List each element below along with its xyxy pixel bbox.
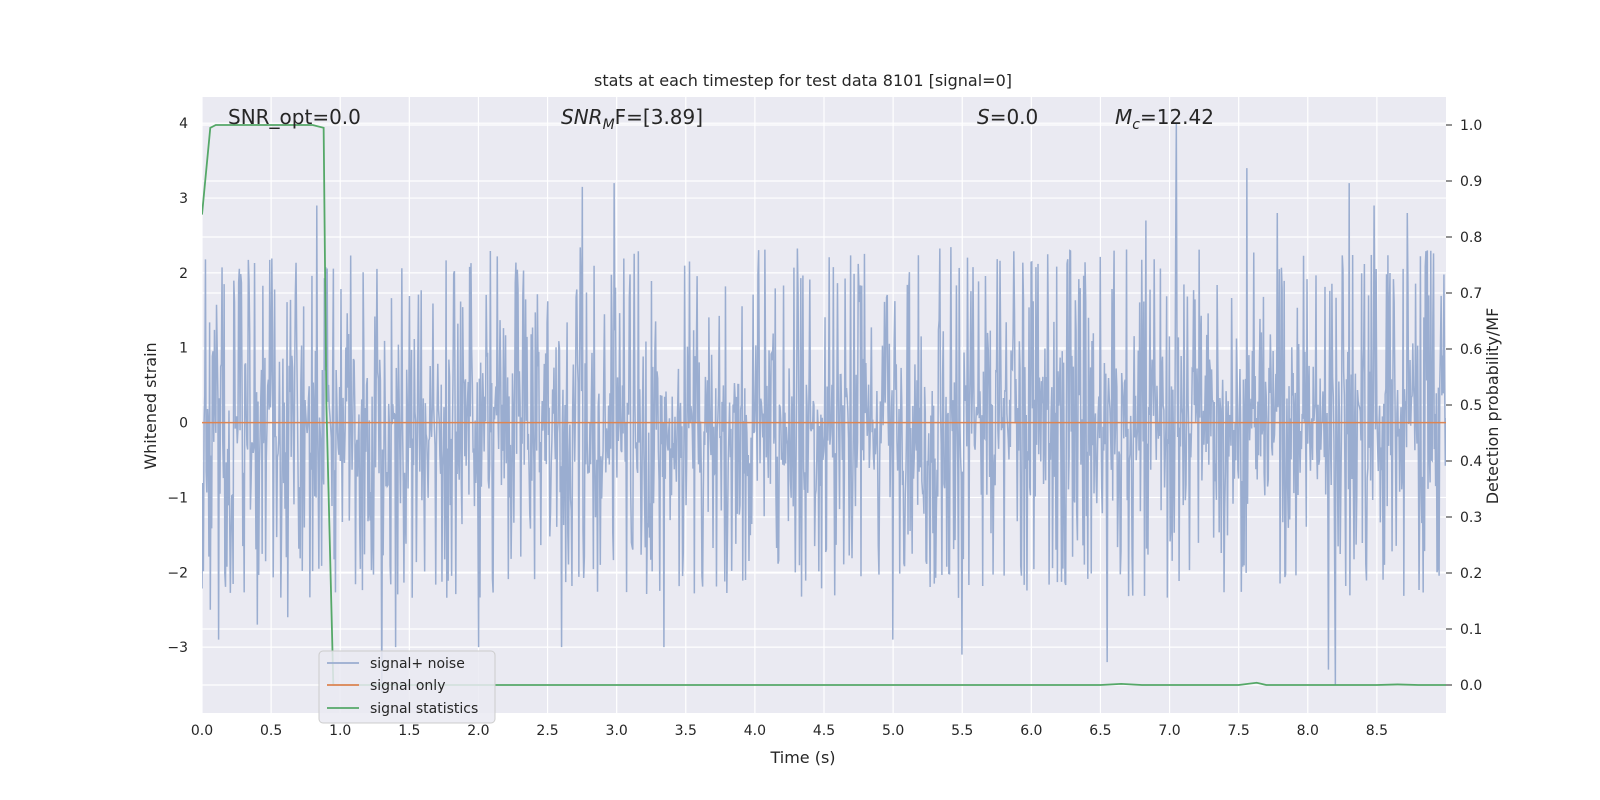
- y2-tick-label: 0.2: [1460, 566, 1482, 582]
- x-tick-label: 5.0: [882, 723, 904, 739]
- annotation-mc-main: M: [1115, 105, 1132, 129]
- annotation-snr-mf-main: SNR: [561, 105, 603, 129]
- x-tick-label: 0.0: [191, 723, 213, 739]
- annotation-s: S=0.0: [977, 105, 1038, 129]
- y-tick-label: 0: [179, 416, 188, 432]
- legend-label-signal-statistics: signal statistics: [370, 701, 478, 717]
- y-axis-label: Whitened strain: [141, 342, 160, 469]
- annotation-snr-mf-rest: F=[3.89]: [615, 105, 703, 129]
- x-tick-label: 8.0: [1297, 723, 1319, 739]
- y-tick-label: 2: [179, 266, 188, 282]
- y2-tick-label: 0.5: [1460, 398, 1482, 414]
- annotation-snr-opt: SNR_opt=0.0: [228, 105, 361, 129]
- x-tick-label: 2.0: [467, 723, 489, 739]
- y2-axis-ticks: 0.0 0.1 0.2 0.3 0.4 0.5 0.6 0.7 0.8 0.9 1.0: [1446, 118, 1482, 694]
- y-tick-label: −3: [167, 640, 188, 656]
- legend-label-signal-only: signal only: [370, 678, 445, 694]
- y2-tick-label: 0.7: [1460, 286, 1482, 302]
- y-tick-label: −1: [167, 490, 188, 506]
- series-layer: [202, 123, 1446, 693]
- y2-tick-label: 0.0: [1460, 678, 1482, 694]
- y-tick-label: 3: [179, 191, 188, 207]
- y2-tick-label: 0.4: [1460, 454, 1482, 470]
- x-tick-label: 4.5: [813, 723, 835, 739]
- legend-label-signal-noise: signal+ noise: [370, 656, 465, 672]
- y2-tick-label: 1.0: [1460, 118, 1482, 134]
- y2-tick-label: 0.8: [1460, 230, 1482, 246]
- y2-tick-label: 0.6: [1460, 342, 1482, 358]
- x-tick-label: 8.5: [1366, 723, 1388, 739]
- x-axis-label: Time (s): [769, 748, 835, 767]
- x-tick-label: 6.0: [1020, 723, 1042, 739]
- x-tick-label: 3.0: [606, 723, 628, 739]
- x-axis-ticks: 0.0 0.5 1.0 1.5 2.0 2.5 3.0 3.5 4.0 4.5 5.0 5.5 6.0 6…: [191, 723, 1388, 739]
- legend: signal+ noise signal only signal statist…: [318, 650, 496, 724]
- annotation-mc: Mc=12.42: [1115, 105, 1214, 133]
- annotation-s-rest: =0.0: [990, 105, 1039, 129]
- x-tick-label: 1.5: [398, 723, 420, 739]
- x-tick-label: 6.5: [1089, 723, 1111, 739]
- annotation-snr-mf-sub: M: [603, 117, 615, 133]
- y-tick-label: −2: [167, 565, 188, 581]
- y2-tick-label: 0.3: [1460, 510, 1482, 526]
- annotation-s-main: S: [977, 105, 990, 129]
- x-tick-label: 7.5: [1228, 723, 1250, 739]
- x-tick-label: 0.5: [260, 723, 282, 739]
- x-tick-label: 1.0: [329, 723, 351, 739]
- legend-box: [318, 650, 496, 724]
- y2-axis-label: Detection probability/MF: [1483, 308, 1502, 505]
- chart-title: stats at each timestep for test data 810…: [594, 71, 1012, 90]
- y-tick-label: 4: [179, 116, 188, 132]
- y2-tick-label: 0.1: [1460, 622, 1482, 638]
- x-tick-label: 5.5: [951, 723, 973, 739]
- x-tick-label: 4.0: [744, 723, 766, 739]
- y-axis-ticks: −3 −2 −1 0 1 2 3 4: [167, 116, 188, 656]
- y2-tick-label: 0.9: [1460, 174, 1482, 190]
- series-signal-statistics: [202, 124, 1446, 686]
- annotation-mc-rest: =12.42: [1140, 105, 1214, 129]
- x-tick-label: 2.5: [536, 723, 558, 739]
- x-tick-label: 3.5: [675, 723, 697, 739]
- annotation-snr-mf: SNRMF=[3.89]: [561, 105, 703, 133]
- y-tick-label: 1: [179, 341, 188, 357]
- annotation-mc-sub: c: [1132, 117, 1140, 133]
- series-signal-noise: [202, 123, 1446, 693]
- x-tick-label: 7.0: [1158, 723, 1180, 739]
